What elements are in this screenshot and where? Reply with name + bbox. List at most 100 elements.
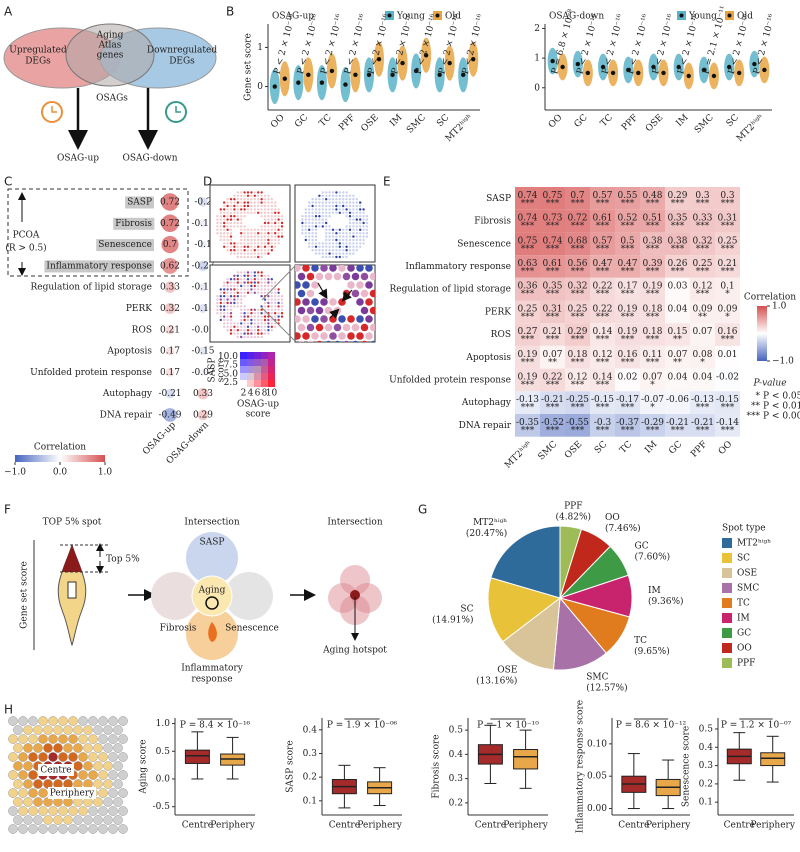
bubble: [198, 304, 208, 313]
cell-stars: ***: [521, 199, 535, 209]
cell-stars: ***: [546, 290, 560, 300]
spot: [263, 325, 267, 328]
tissue-spot: [33, 797, 43, 807]
x-tick-label: OO: [547, 113, 565, 131]
spot: [362, 211, 365, 214]
spot: [219, 218, 222, 221]
cell-value: 0.25: [567, 304, 587, 314]
spot: [226, 215, 229, 218]
spot: [274, 325, 277, 328]
pie-slice: [502, 596, 561, 671]
spot: [335, 252, 338, 255]
spot: [236, 322, 239, 325]
spot: [229, 245, 233, 248]
highlight: [44, 260, 154, 273]
legend-tick-label: 1.0: [772, 302, 787, 312]
tissue-spot: [13, 779, 23, 789]
spot: [321, 255, 324, 259]
spot: [243, 335, 246, 339]
cell-stars: ***: [621, 244, 635, 254]
spot: [229, 308, 233, 311]
spot: [274, 225, 277, 228]
cell-value: -0.15: [716, 395, 739, 405]
median-dot: [329, 68, 335, 74]
spot: [243, 291, 246, 294]
spot: [260, 208, 263, 211]
median-dot: [752, 61, 757, 67]
cell-stars: ***: [646, 426, 660, 436]
bubble-label: 0.29: [193, 411, 213, 421]
spot: [216, 215, 219, 218]
spot: [277, 228, 280, 231]
spot: [226, 208, 229, 211]
spot: [321, 215, 324, 218]
spot: [325, 204, 328, 208]
spot: [246, 194, 250, 197]
tissue-spot: [98, 788, 108, 798]
spot: [236, 281, 239, 284]
y-axis-label: SASP score: [286, 740, 296, 792]
zoom-spot: [329, 298, 337, 306]
cell-stars: ***: [646, 267, 660, 277]
y-tick-label: 1.0: [156, 719, 171, 729]
spot: [328, 235, 331, 238]
title: Intersection: [327, 518, 382, 528]
spot: [257, 332, 260, 335]
spot: [240, 211, 243, 214]
spot: [362, 228, 365, 231]
tissue-spot: [108, 824, 118, 834]
tissue-spot: [48, 752, 58, 762]
spot: [250, 211, 253, 214]
row-label: SASP: [127, 198, 152, 208]
legend-tick-label: 1.0: [98, 468, 113, 478]
spot: [311, 208, 314, 211]
heat-cell: [590, 391, 615, 414]
heat-cell: [615, 209, 640, 233]
spot: [223, 284, 226, 288]
spot: [223, 281, 226, 284]
spot: [345, 232, 348, 235]
bivariate-cell: [268, 366, 275, 373]
spot: [338, 242, 341, 245]
tissue-spot: [108, 734, 118, 744]
tissue-spot: [68, 716, 78, 726]
spot: [267, 288, 270, 291]
bivariate-cell: [247, 366, 254, 373]
cell-value: 0.33: [692, 214, 712, 224]
cell-stars: **: [548, 358, 558, 368]
spot: [263, 225, 267, 228]
bubble: [198, 197, 208, 207]
cell-value: 0.3: [720, 191, 735, 201]
spot: [308, 238, 311, 242]
spot: [233, 332, 236, 335]
spot: [240, 318, 243, 322]
spot: [359, 201, 362, 204]
cell-stars: ***: [546, 244, 560, 254]
spot: [216, 225, 219, 228]
heat-cell: [615, 368, 640, 392]
spot: [267, 315, 270, 318]
heat-cell: [640, 345, 665, 369]
spot: [223, 208, 226, 211]
zoom-spot: [320, 298, 328, 306]
legend-swatch: [722, 658, 732, 668]
tissue-spot: [73, 761, 83, 771]
spot: [260, 274, 263, 277]
spot: [219, 208, 222, 211]
spot: [226, 301, 229, 305]
cell-value: 0.22: [592, 282, 612, 292]
spot: [280, 228, 284, 231]
x-tick-label: Periphery: [751, 821, 796, 831]
spot: [260, 215, 263, 218]
spot: [263, 274, 267, 277]
spot: [223, 201, 226, 204]
spot: [338, 238, 341, 242]
median-dot: [550, 58, 555, 64]
heat-cell: [640, 232, 665, 256]
spot: [240, 298, 243, 301]
spot: [270, 312, 273, 315]
spot: [229, 284, 233, 288]
legend-label: Young: [396, 12, 425, 22]
spot: [342, 255, 345, 259]
spot: [270, 225, 273, 228]
